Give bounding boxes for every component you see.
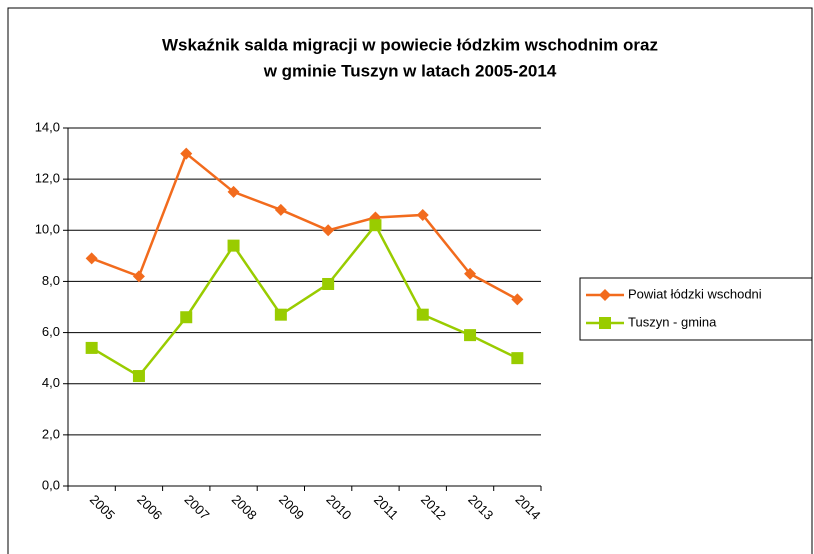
diamond-marker — [511, 293, 524, 306]
series-line — [91, 222, 518, 378]
diamond-marker — [227, 185, 240, 198]
square-marker — [511, 352, 524, 365]
diamond-marker — [322, 224, 335, 237]
y-tick-label: 12,0 — [35, 171, 60, 186]
square-marker — [464, 329, 477, 342]
square-marker — [227, 239, 240, 252]
y-tick-label: 6,0 — [42, 324, 60, 339]
square-marker — [322, 277, 335, 290]
y-tick-label: 10,0 — [35, 222, 60, 237]
chart-title: Wskaźnik salda migracji w powiecie łódzk… — [162, 35, 658, 54]
square-marker — [599, 317, 611, 329]
y-tick-label: 4,0 — [42, 375, 60, 390]
chart-title: w gminie Tuszyn w latach 2005-2014 — [263, 61, 557, 80]
diamond-marker — [464, 267, 477, 280]
y-tick-label: 0,0 — [42, 477, 60, 492]
square-marker — [180, 311, 193, 324]
diamond-marker — [416, 208, 429, 221]
diamond-marker — [85, 252, 98, 265]
square-marker — [85, 341, 98, 354]
legend-label: Powiat łódzki wschodni — [628, 286, 762, 301]
y-tick-label: 2,0 — [42, 426, 60, 441]
diamond-marker — [180, 147, 193, 160]
series-line — [91, 151, 518, 301]
diamond-marker — [274, 203, 287, 216]
square-marker — [369, 219, 382, 232]
diamond-marker — [132, 270, 145, 283]
legend-label: Tuszyn - gmina — [628, 314, 717, 329]
y-tick-label: 8,0 — [42, 273, 60, 288]
diamond-marker — [599, 289, 611, 301]
square-marker — [274, 308, 287, 321]
square-marker — [416, 308, 429, 321]
square-marker — [132, 370, 145, 383]
y-tick-label: 14,0 — [35, 119, 60, 134]
legend-box — [579, 277, 813, 341]
